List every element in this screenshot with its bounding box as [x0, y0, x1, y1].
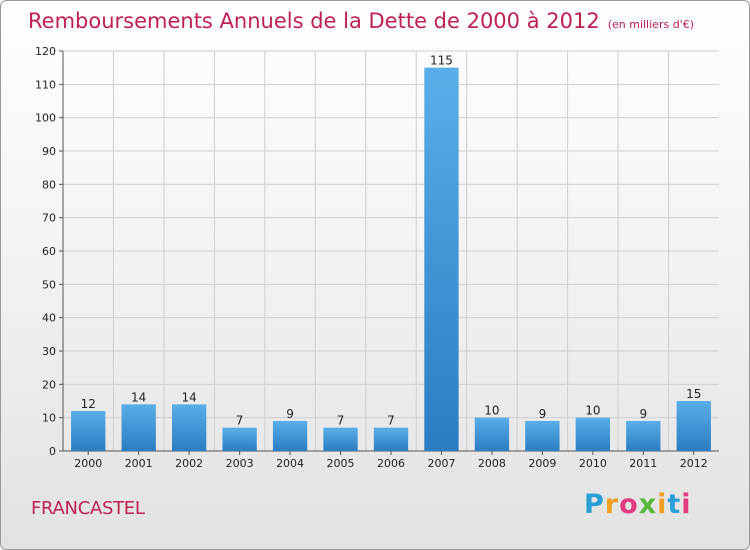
data-label-2005: 7	[337, 414, 345, 428]
unit-label: (en milliers d'€)	[607, 18, 694, 31]
data-label-2010: 10	[585, 404, 600, 418]
logo-letter: t	[667, 489, 682, 520]
y-tick-label: 0	[49, 445, 56, 458]
data-label-2007: 115	[430, 54, 453, 68]
x-tick-label-2004: 2004	[276, 457, 304, 470]
bar-2001[interactable]	[121, 404, 156, 451]
data-label-2011: 9	[639, 407, 647, 421]
x-tick-label-2012: 2012	[680, 457, 708, 470]
y-tick-label: 110	[35, 78, 56, 91]
y-tick-label: 60	[42, 245, 56, 258]
x-tick-label-2011: 2011	[629, 457, 657, 470]
bar-2010[interactable]	[575, 417, 611, 451]
y-tick-label: 120	[35, 45, 56, 58]
data-label-2009: 9	[539, 407, 547, 421]
x-tick-label-2008: 2008	[478, 457, 506, 470]
logo-letter: r	[604, 489, 620, 520]
bar-2007[interactable]	[424, 67, 459, 452]
y-tick-label: 10	[42, 412, 56, 425]
data-label-2006: 7	[387, 414, 395, 428]
x-tick-label-2009: 2009	[528, 457, 556, 470]
y-tick-label: 70	[42, 212, 56, 225]
logo-letter: x	[638, 489, 658, 520]
x-tick-label-2001: 2001	[125, 457, 153, 470]
data-label-2002: 14	[182, 390, 197, 404]
x-tick-label-2010: 2010	[579, 457, 607, 470]
x-tick-label-2003: 2003	[226, 457, 254, 470]
x-tick-label-2007: 2007	[427, 457, 455, 470]
y-tick-label: 50	[42, 278, 56, 291]
y-tick-label: 20	[42, 378, 56, 391]
y-tick-label: 90	[42, 145, 56, 158]
bar-2011[interactable]	[626, 421, 661, 451]
bar-2006[interactable]	[373, 427, 409, 451]
y-tick-label: 80	[42, 178, 56, 191]
data-label-2012: 15	[686, 387, 701, 401]
x-tick-label-2002: 2002	[175, 457, 203, 470]
chart-title: Remboursements Annuels de la Dette de 20…	[28, 9, 694, 33]
x-tick-label-2006: 2006	[377, 457, 405, 470]
data-label-2004: 9	[286, 407, 294, 421]
bar-2005[interactable]	[323, 427, 358, 451]
town-name: FRANCASTEL	[31, 498, 145, 519]
y-tick-label: 30	[42, 345, 56, 358]
logo-letter: P	[584, 489, 605, 520]
x-tick-label-2005: 2005	[327, 457, 355, 470]
x-tick-label-2000: 2000	[74, 457, 102, 470]
bar-2004[interactable]	[272, 421, 308, 451]
bar-2008[interactable]	[474, 417, 510, 451]
bar-2009[interactable]	[525, 421, 560, 451]
bar-2012[interactable]	[676, 401, 711, 451]
y-tick-label: 40	[42, 312, 56, 325]
data-label-2008: 10	[484, 404, 499, 418]
data-label-2000: 12	[81, 397, 96, 411]
bar-2003[interactable]	[222, 427, 257, 451]
logo-letter: o	[619, 489, 639, 520]
logo-letter: i	[657, 489, 668, 520]
bar-2000[interactable]	[71, 411, 106, 451]
logo-letter: i	[681, 489, 692, 520]
bar-2002[interactable]	[171, 404, 207, 451]
title-text: Remboursements Annuels de la Dette de 20…	[28, 9, 600, 33]
data-label-2003: 7	[236, 414, 244, 428]
y-tick-label: 100	[35, 112, 56, 125]
proxiti-logo[interactable]: Proxiti	[584, 489, 692, 520]
data-label-2001: 14	[131, 390, 146, 404]
